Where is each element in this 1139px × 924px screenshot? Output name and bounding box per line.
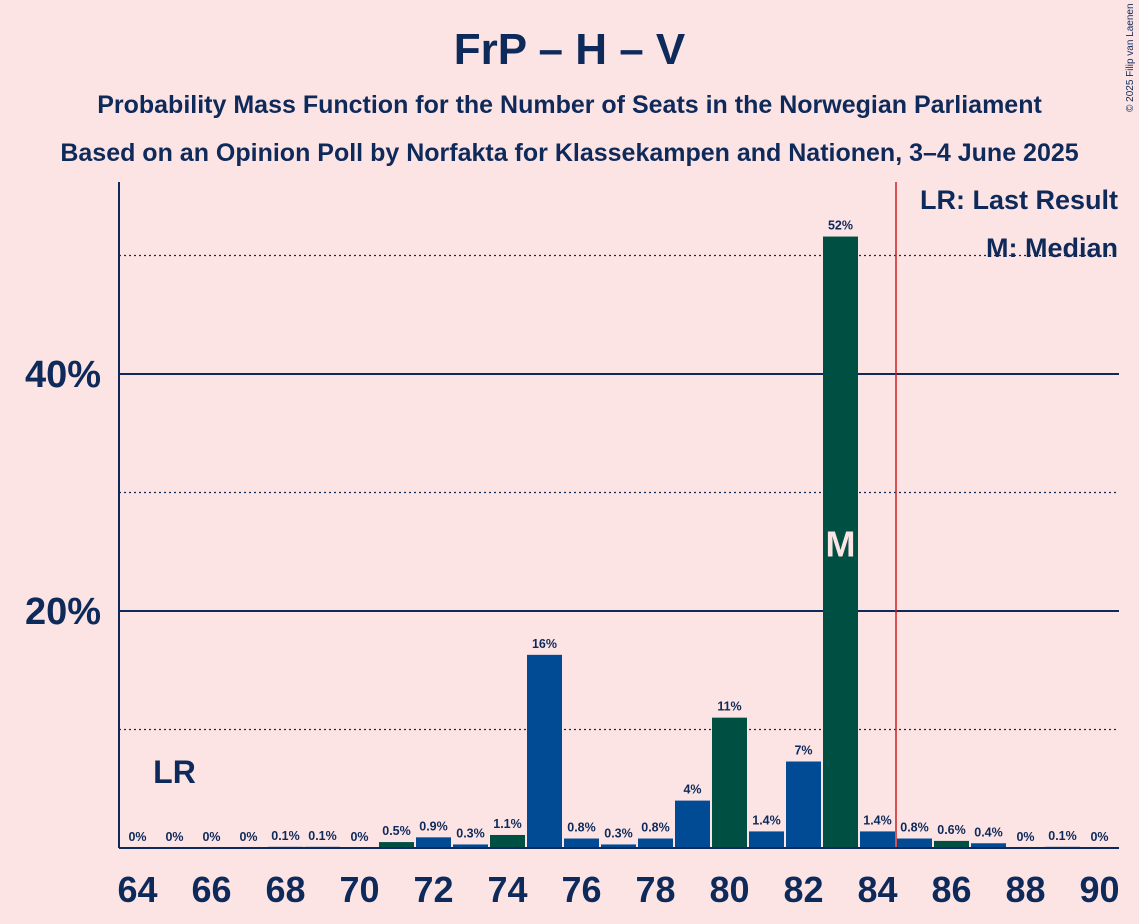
bar-label: 0.3% — [456, 826, 485, 840]
bar-label: 1.1% — [493, 817, 522, 831]
bar-label: 0% — [239, 830, 257, 844]
x-tick-label: 80 — [709, 869, 749, 910]
bar-label: 16% — [532, 637, 557, 651]
bar-label: 0.5% — [382, 824, 411, 838]
x-tick-label: 88 — [1005, 869, 1045, 910]
x-tick-label: 72 — [413, 869, 453, 910]
bar — [564, 838, 599, 848]
median-marker: M — [826, 523, 856, 564]
bar-label: 0% — [202, 830, 220, 844]
x-tick-label: 78 — [635, 869, 675, 910]
bar-label: 0% — [165, 830, 183, 844]
bar — [453, 844, 488, 848]
bar — [971, 843, 1006, 848]
bar-label: 0% — [128, 830, 146, 844]
x-tick-label: 74 — [487, 869, 527, 910]
chart-subtitle: Probability Mass Function for the Number… — [97, 91, 1042, 119]
x-tick-label: 64 — [117, 869, 157, 910]
bar — [416, 837, 451, 848]
bar — [601, 844, 636, 848]
x-tick-label: 70 — [339, 869, 379, 910]
bar-label: 7% — [794, 743, 812, 757]
gridlines — [119, 254, 1119, 731]
bar-label: 4% — [683, 783, 701, 797]
copyright-text: © 2025 Filip van Laenen — [1125, 3, 1136, 112]
axes — [118, 182, 1119, 849]
bar-label: 0.6% — [937, 823, 966, 837]
bar-label: 0.3% — [604, 826, 633, 840]
x-tick-label: 82 — [783, 869, 823, 910]
bar-label: 0.8% — [567, 821, 596, 835]
tick-labels: 64 66 68 70 72 74 76 78 80 82 84 86 88 90 20% 40% — [25, 354, 1120, 910]
x-tick-label: 76 — [561, 869, 601, 910]
bar-label: 0% — [1016, 830, 1034, 844]
bar — [712, 717, 747, 848]
bar-label: 0.1% — [1048, 829, 1077, 843]
bar — [527, 654, 562, 848]
bar — [786, 761, 821, 848]
chart-title: FrP – H – V — [454, 25, 686, 74]
x-tick-label: 66 — [191, 869, 231, 910]
x-tick-label: 68 — [265, 869, 305, 910]
bar — [490, 834, 525, 848]
y-tick-label: 40% — [25, 354, 101, 396]
bar-label: 0.8% — [900, 821, 929, 835]
bar — [860, 831, 895, 848]
bar-labels: 0% 0% 0% 0% 0.1% 0.1% 0% 0.5% 0.9% 0.3% 1.1% 16% 0.8… — [128, 219, 1108, 845]
bar — [897, 838, 932, 848]
bar-label: 1.4% — [752, 813, 781, 827]
bar-label: 0% — [350, 830, 368, 844]
bar — [675, 800, 710, 848]
bar-label: 0.4% — [974, 825, 1003, 839]
last-result-marker: LR — [153, 754, 196, 790]
bar-label: 0.9% — [419, 819, 448, 833]
bar — [823, 236, 858, 849]
legend-median: M: Median — [986, 233, 1118, 263]
bar-label: 0% — [1090, 830, 1108, 844]
bar-label: 0.1% — [308, 829, 337, 843]
bar — [934, 840, 969, 848]
bar — [638, 838, 673, 848]
bar — [379, 842, 414, 848]
x-tick-label: 90 — [1079, 869, 1119, 910]
legend-last-result: LR: Last Result — [920, 185, 1118, 215]
bar-label: 11% — [717, 700, 741, 714]
bar-label: 0.1% — [271, 829, 300, 843]
bar-label: 52% — [828, 219, 853, 233]
x-tick-label: 84 — [857, 869, 897, 910]
chart-subtitle-2: Based on an Opinion Poll by Norfakta for… — [60, 139, 1078, 167]
bar-label: 1.4% — [863, 813, 892, 827]
bars — [268, 236, 1080, 849]
bar — [749, 831, 784, 848]
x-tick-label: 86 — [931, 869, 971, 910]
bar-label: 0.8% — [641, 821, 670, 835]
y-tick-label: 20% — [25, 591, 101, 633]
